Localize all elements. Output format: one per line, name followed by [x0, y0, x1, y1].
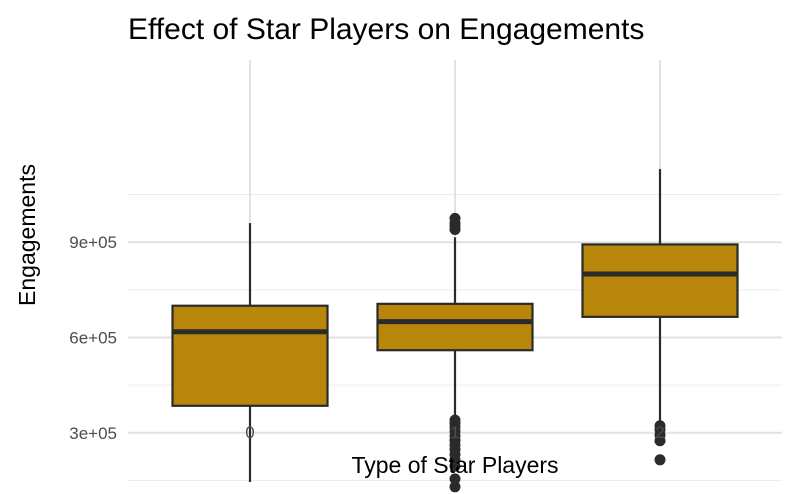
tick-layer: 3e+05 6e+05 9e+05 0 1 2: [69, 233, 664, 443]
outlier-point: [654, 454, 666, 466]
outlier-point: [654, 420, 666, 432]
box-group-0: [171, 223, 329, 483]
y-tick-label: 9e+05: [69, 233, 117, 252]
outlier-point: [449, 212, 461, 224]
iqr-box: [581, 243, 739, 318]
outlier-point: [449, 414, 461, 426]
outlier-point: [449, 473, 461, 485]
outlier-point: [449, 481, 461, 493]
box-layer: [171, 169, 739, 493]
x-tick-label: 0: [245, 423, 254, 442]
y-tick-label: 3e+05: [69, 424, 117, 443]
x-axis-title: Type of Star Players: [351, 452, 558, 478]
y-tick-label: 6e+05: [69, 328, 117, 347]
box-group-1: [376, 212, 534, 493]
iqr-box: [171, 304, 329, 407]
box-group-2: [581, 169, 739, 466]
iqr-box: [376, 302, 534, 352]
y-axis-title: Engagements: [14, 164, 40, 306]
x-tick-label: 2: [655, 423, 664, 442]
chart-title: Effect of Star Players on Engagements: [128, 13, 644, 46]
x-tick-label: 1: [450, 423, 459, 442]
